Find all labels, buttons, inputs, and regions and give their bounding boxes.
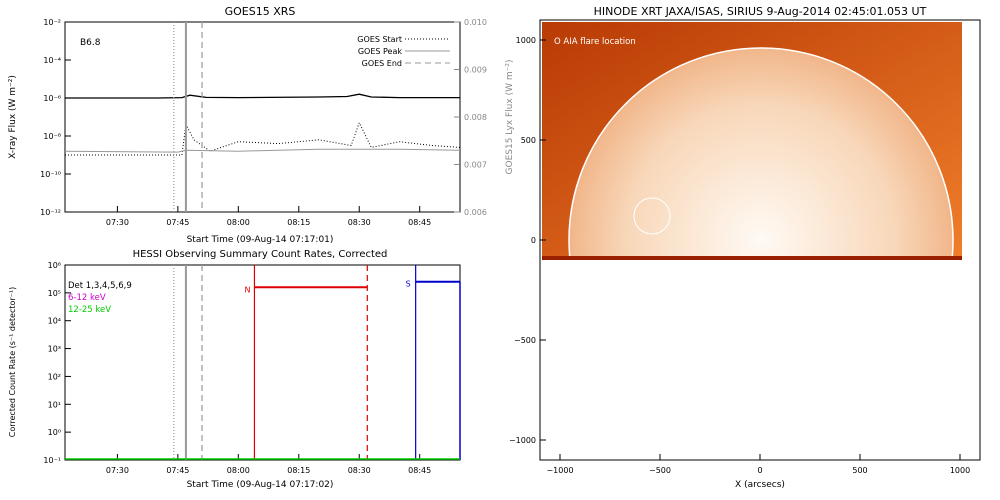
goes-y2-tick-label: 0.008 xyxy=(464,113,487,122)
hinode-x-tick-label: −500 xyxy=(649,466,671,475)
hinode-x-tick-label: 500 xyxy=(852,466,867,475)
goes-y2label: GOES15 Lyx Flux (W m⁻²) xyxy=(505,60,515,175)
goes-x-tick-label: 07:30 xyxy=(106,218,129,227)
hessi-x-tick-label: 07:45 xyxy=(166,466,189,475)
goes-title: GOES15 XRS xyxy=(225,5,296,18)
legend-goes-start: GOES Start xyxy=(357,35,402,44)
hessi-xlabel: Start Time (09-Aug-14 07:17:02) xyxy=(187,480,334,490)
hinode-x-ticks: −1000 −500 0 500 1000 xyxy=(546,454,970,475)
goes-series-group xyxy=(65,93,460,156)
hessi-marker-N-label: N xyxy=(244,285,250,294)
goes-series-lyx xyxy=(65,148,460,153)
goes-y2-tick-label: 0.010 xyxy=(464,18,487,27)
goes-y-ticks: 10⁻¹² 10⁻¹⁰ 10⁻⁸ 10⁻⁶ 10⁻⁴ 10⁻² xyxy=(40,18,71,217)
legend-goes-end: GOES End xyxy=(362,59,402,68)
goes-series-short xyxy=(65,121,460,156)
hessi-x-ticks: 07:30 07:45 08:00 08:15 08:30 08:45 xyxy=(106,454,431,475)
goes-y-tick-label: 10⁻⁸ xyxy=(43,132,61,141)
hessi-y-tick-label: 10⁰ xyxy=(48,428,61,437)
hinode-y-tick-label: −1000 xyxy=(509,436,536,445)
legend-goes-peak: GOES Peak xyxy=(358,47,403,56)
goes-y-tick-label: 10⁻¹² xyxy=(40,208,61,217)
goes-event-lines xyxy=(173,22,203,212)
goes-x-tick-label: 07:45 xyxy=(166,218,189,227)
hessi-y-tick-label: 10¹ xyxy=(48,400,61,409)
hessi-title: HESSI Observing Summary Count Rates, Cor… xyxy=(133,249,388,260)
hessi-x-tick-label: 08:30 xyxy=(348,466,371,475)
hessi-y-tick-label: 10⁴ xyxy=(48,317,61,326)
hessi-plot-frame xyxy=(64,264,461,461)
goes-x-ticks: 07:30 07:45 08:00 08:15 08:30 08:45 xyxy=(106,206,431,227)
hessi-x-tick-label: 08:45 xyxy=(408,466,431,475)
hinode-x-tick-label: −1000 xyxy=(546,466,573,475)
goes-y-tick-label: 10⁻¹⁰ xyxy=(40,170,61,179)
goes-x-tick-label: 08:30 xyxy=(348,218,371,227)
image-cutoff-band xyxy=(542,256,962,260)
hinode-y-tick-label: −500 xyxy=(514,336,536,345)
hessi-legend-det: Det 1,3,4,5,6,9 xyxy=(68,281,132,291)
hessi-x-tick-label: 08:15 xyxy=(287,466,310,475)
hessi-y-tick-label: 10⁻¹ xyxy=(43,456,61,465)
goes-y-tick-label: 10⁻² xyxy=(43,18,61,27)
hinode-x-tick-label: 0 xyxy=(757,466,762,475)
goes-xlabel: Start Time (09-Aug-14 07:17:01) xyxy=(187,235,334,245)
hessi-markers: NS xyxy=(244,265,461,460)
goes-y-tick-label: 10⁻⁴ xyxy=(43,56,61,65)
hinode-y-tick-label: 1000 xyxy=(516,36,536,45)
hessi-event-lines xyxy=(173,265,203,460)
hessi-legend-low: 6-12 keV xyxy=(68,293,106,303)
solar-disk xyxy=(568,47,954,260)
hessi-legend-high: 12-25 keV xyxy=(68,305,111,315)
hinode-image xyxy=(542,22,962,260)
hinode-annotation: O AIA flare location xyxy=(554,37,636,47)
aia-flare-location-marker xyxy=(633,197,671,235)
goes-y2-tick-label: 0.007 xyxy=(464,161,487,170)
hessi-y-tick-label: 10² xyxy=(48,372,61,381)
hinode-title: HINODE XRT JAXA/ISAS, SIRIUS 9-Aug-2014 … xyxy=(594,5,927,18)
hessi-y-tick-label: 10⁵ xyxy=(48,289,61,298)
goes-legend: GOES Start GOES Peak GOES End xyxy=(357,35,450,68)
hessi-x-tick-label: 08:00 xyxy=(227,466,250,475)
hinode-y-tick-label: 0 xyxy=(531,236,536,245)
goes-x-tick-label: 08:15 xyxy=(287,218,310,227)
goes-class-label: B6.8 xyxy=(80,38,101,48)
goes-y2-tick-label: 0.009 xyxy=(464,66,487,75)
hinode-xlabel: X (arcsecs) xyxy=(735,480,785,490)
goes-series-long xyxy=(65,93,460,99)
goes-y2-tick-label: 0.006 xyxy=(464,208,487,217)
hessi-marker-S-label: S xyxy=(406,280,411,289)
goes-x-tick-label: 08:45 xyxy=(408,218,431,227)
goes-y2-ticks: 0.006 0.007 0.008 0.009 0.010 xyxy=(454,18,487,217)
hinode-x-tick-label: 1000 xyxy=(950,466,970,475)
hessi-x-tick-label: 07:30 xyxy=(106,466,129,475)
hessi-y-tick-label: 10⁶ xyxy=(48,261,61,270)
goes-y-tick-label: 10⁻⁶ xyxy=(43,94,61,103)
hessi-y-ticks: 10⁻¹ 10⁰ 10¹ 10² 10³ 10⁴ 10⁵ 10⁶ xyxy=(43,261,71,465)
goes-x-tick-label: 08:00 xyxy=(227,218,250,227)
hinode-y-ticks: −1000 −500 0 500 1000 xyxy=(509,36,546,445)
goes-ylabel: X-ray Flux (W m⁻²) xyxy=(8,75,18,159)
hessi-ylabel: Corrected Count Rate (s⁻¹ detector⁻¹) xyxy=(8,287,17,438)
hinode-y-tick-label: 500 xyxy=(521,136,536,145)
hessi-y-tick-label: 10³ xyxy=(48,345,61,354)
